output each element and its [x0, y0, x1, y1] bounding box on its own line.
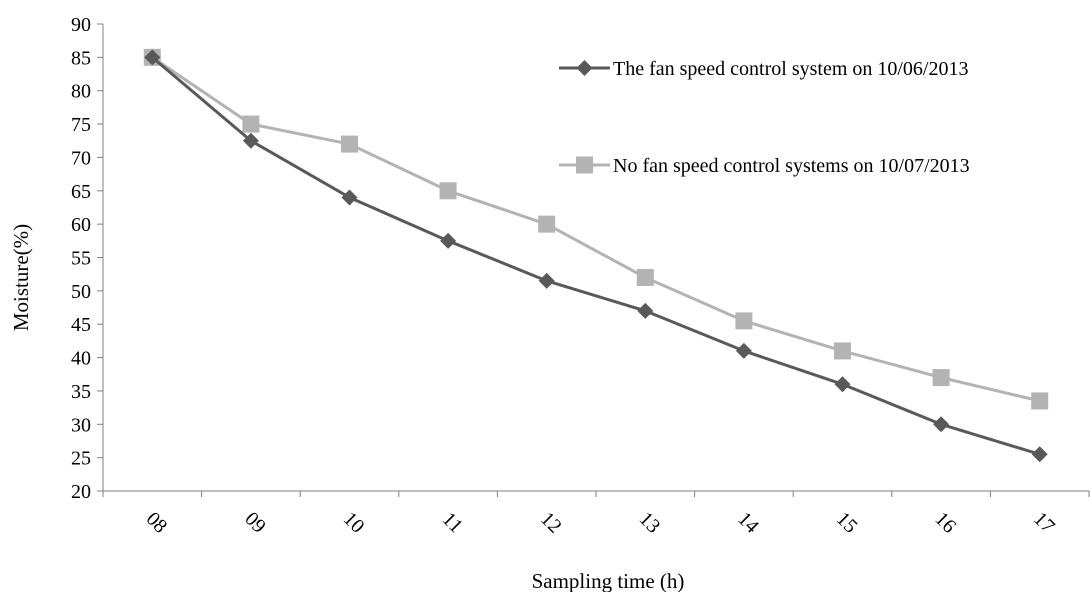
- data-point: [1031, 392, 1049, 410]
- data-point: [1031, 446, 1048, 463]
- data-point: [576, 60, 593, 76]
- data-point: [341, 135, 358, 153]
- y-tick-label: 70: [71, 147, 91, 169]
- y-tick-label: 25: [71, 448, 91, 470]
- series-2: [143, 48, 1049, 410]
- y-tick-label: 45: [71, 314, 91, 336]
- x-axis-title: Sampling time (h): [532, 569, 685, 592]
- data-point: [538, 272, 555, 289]
- y-tick-label: 80: [71, 81, 91, 103]
- y-tick-label: 90: [71, 14, 91, 36]
- legend-label: The fan speed control system on 10/06/20…: [613, 58, 969, 80]
- data-point: [341, 189, 358, 206]
- x-tick-label: 10: [339, 508, 369, 538]
- x-tick-label: 15: [832, 508, 862, 538]
- data-point: [636, 269, 654, 287]
- data-point: [439, 182, 457, 200]
- legend: The fan speed control system on 10/06/20…: [559, 58, 970, 177]
- data-point: [735, 312, 753, 330]
- x-tick-label: 09: [240, 508, 270, 538]
- y-axis: 20 25 30 35 40 45 50 55 60 65 70 75 80 85 90: [71, 14, 104, 503]
- data-point: [242, 115, 260, 133]
- data-point: [735, 342, 752, 359]
- data-point: [242, 132, 259, 149]
- y-tick-label: 30: [71, 414, 91, 436]
- data-point: [576, 156, 593, 174]
- series-1: [144, 49, 1048, 463]
- series-line: [151, 56, 1041, 403]
- series-layer: [143, 48, 1049, 463]
- data-point: [144, 49, 161, 66]
- x-tick-label: 17: [1029, 508, 1059, 538]
- series-line: [151, 56, 1041, 456]
- x-tick-label: 11: [438, 508, 467, 537]
- x-axis: 08 09 10 11 12 13 14 15 16 17: [102, 490, 1090, 538]
- y-tick-label: 40: [71, 348, 91, 370]
- legend-item-2: No fan speed control systems on 10/07/20…: [559, 155, 970, 177]
- data-point: [440, 232, 457, 249]
- y-axis-title: Moisture(%): [9, 224, 33, 331]
- data-point: [834, 342, 851, 360]
- x-tick-label: 08: [142, 508, 172, 538]
- y-tick-label: 75: [71, 114, 91, 136]
- y-tick-label: 55: [71, 248, 91, 270]
- y-tick-label: 65: [71, 181, 91, 203]
- x-tick-label: 14: [733, 508, 763, 538]
- y-tick-label: 85: [71, 47, 91, 69]
- y-tick-label: 60: [71, 214, 91, 236]
- x-tick-label: 12: [536, 508, 566, 538]
- legend-label: No fan speed control systems on 10/07/20…: [613, 155, 970, 177]
- y-tick-label: 20: [71, 481, 91, 503]
- x-tick-label: 13: [635, 508, 665, 538]
- x-tick-label: 16: [930, 508, 960, 538]
- data-point: [834, 376, 851, 393]
- y-tick-label: 35: [71, 381, 91, 403]
- y-tick-label: 50: [71, 281, 91, 303]
- legend-item-1: The fan speed control system on 10/06/20…: [559, 58, 969, 80]
- data-point: [637, 302, 654, 319]
- data-point: [538, 215, 556, 233]
- data-point: [932, 369, 950, 387]
- data-point: [933, 416, 950, 433]
